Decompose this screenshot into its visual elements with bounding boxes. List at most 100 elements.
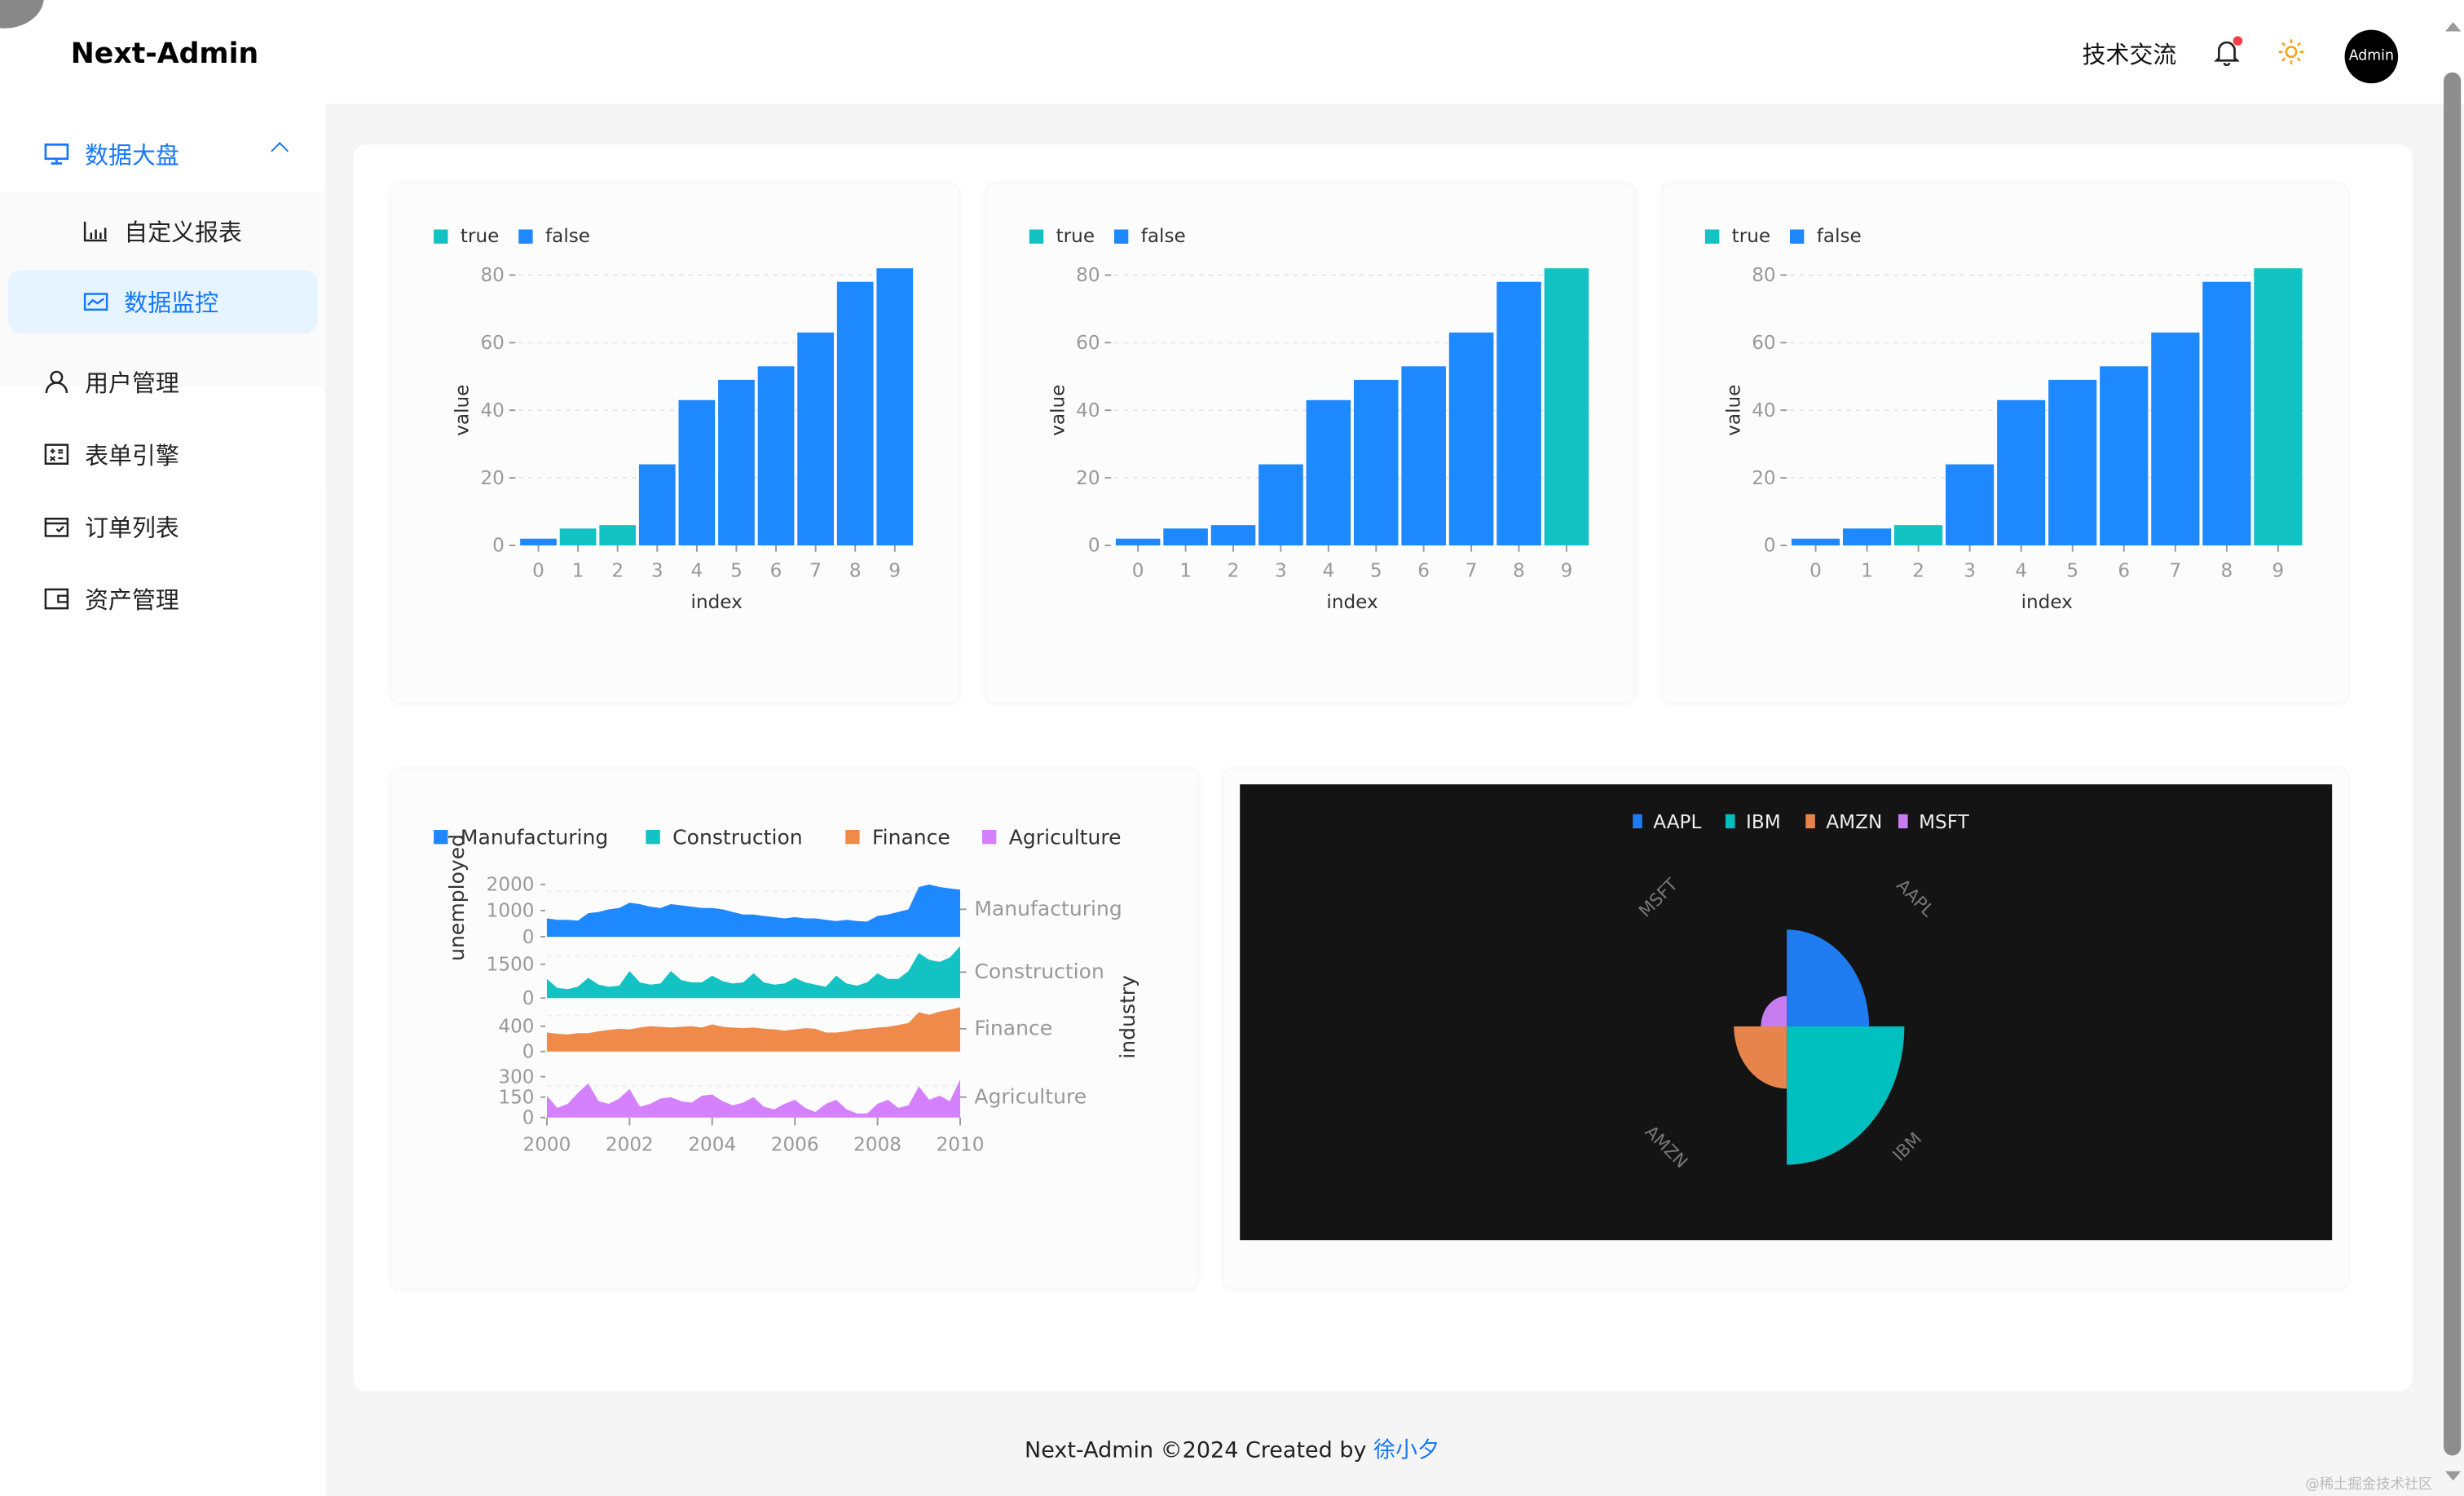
legend-swatch <box>1805 814 1815 829</box>
y-tick-label: 150 <box>498 1087 534 1108</box>
x-tick-label: 3 <box>1275 561 1287 582</box>
monitor-icon <box>44 143 69 165</box>
sidebar: 数据大盘 自定义报表 数据监控 用户管理 表单引擎 订单列表 资产管理 <box>0 104 326 1496</box>
facet-label: Finance <box>974 1017 1052 1040</box>
line-chart-icon <box>83 293 108 311</box>
scrollbar-down-arrow[interactable] <box>2444 1471 2462 1481</box>
top-header: Next-Admin 技术交流 Admin <box>0 0 2464 104</box>
legend-swatch-true <box>1029 229 1044 244</box>
logo[interactable]: Next-Admin <box>70 38 259 71</box>
polar-chart-card: AAPL IBM AMZN MSFT AAPL IBM AMZN MSFT <box>1223 768 2348 1289</box>
rose-sector-amzn <box>1734 1026 1787 1089</box>
x-tick-label: 2000 <box>523 1134 571 1155</box>
area-manufacturing <box>546 884 961 938</box>
bar <box>1258 464 1303 546</box>
x-tick-label: 1 <box>1179 561 1192 582</box>
sidebar-item-dashboard[interactable]: 数据大盘 <box>0 122 325 185</box>
bar <box>599 525 637 546</box>
x-tick-label: 2 <box>1912 561 1924 582</box>
x-tick-label: 4 <box>691 561 703 582</box>
sun-icon[interactable] <box>2278 39 2304 65</box>
y-axis-label: value <box>1723 385 1744 436</box>
y-tick-label: 60 <box>1752 333 1775 354</box>
legend-label: Agriculture <box>1009 825 1122 849</box>
facet-label: Manufacturing <box>974 897 1122 920</box>
bar-chart-icon <box>83 221 108 242</box>
legend-label: MSFT <box>1919 812 1970 833</box>
x-tick-label: 7 <box>2169 561 2181 582</box>
sidebar-item-assets[interactable]: 资产管理 <box>0 567 325 630</box>
x-tick-label: 2008 <box>853 1134 901 1155</box>
x-tick-label: 2002 <box>606 1134 654 1155</box>
y-axis-label: value <box>452 385 474 436</box>
x-tick-label: 5 <box>1370 561 1382 582</box>
bar <box>678 399 716 546</box>
x-tick-label: 2 <box>1228 561 1240 582</box>
facet-label: Construction <box>974 960 1104 983</box>
x-tick-label: 3 <box>651 561 663 582</box>
legend-label: Finance <box>872 825 950 849</box>
bar <box>1163 528 1208 546</box>
sidebar-item-orders[interactable]: 订单列表 <box>0 495 325 558</box>
bar <box>2048 379 2097 546</box>
legend-label-true: true <box>1732 226 1770 247</box>
bar-chart-card-1: true false 0 20 40 60 80 0 1 2 3 4 5 6 7 8 9 index value <box>391 183 959 703</box>
sidebar-item-form-engine[interactable]: 表单引擎 <box>0 423 325 486</box>
x-tick-label: 6 <box>2118 561 2130 582</box>
legend-label-true: true <box>1056 226 1095 247</box>
legend-swatch <box>1898 814 1908 829</box>
x-tick-label: 9 <box>888 561 901 582</box>
x-tick-label: 9 <box>2272 561 2285 582</box>
facet-label: Agriculture <box>974 1084 1087 1108</box>
legend-swatch <box>434 829 448 845</box>
legend-label: AAPL <box>1653 812 1701 833</box>
bar <box>2202 281 2251 546</box>
bar-chart-2: true false 0 20 40 60 80 0 1 2 3 4 5 6 7 8 9 index value <box>1029 226 1591 613</box>
legend-swatch-true <box>434 229 448 244</box>
scrollbar-up-arrow[interactable] <box>2444 21 2462 32</box>
y-tick-label: 300 <box>498 1066 534 1088</box>
tech-exchange-link[interactable]: 技术交流 <box>2082 41 2177 69</box>
bell-icon[interactable] <box>2214 38 2240 66</box>
x-axis-label: index <box>1326 592 1377 613</box>
x-tick-label: 5 <box>2066 561 2078 582</box>
rose-sector-ibm <box>1787 1026 1905 1165</box>
bar <box>1842 528 1892 546</box>
sidebar-item-users[interactable]: 用户管理 <box>0 351 325 413</box>
y-tick-label: 2000 <box>487 875 535 896</box>
legend-swatch <box>646 829 660 845</box>
x-tick-label: 7 <box>809 561 822 582</box>
x-tick-label: 1 <box>1861 561 1873 582</box>
bar <box>559 528 597 546</box>
bar <box>1894 525 1943 546</box>
x-tick-label: 1 <box>572 561 584 582</box>
bar <box>1791 538 1840 546</box>
scrollbar-thumb[interactable] <box>2444 72 2462 1456</box>
author-link[interactable]: 徐小夕 <box>1373 1438 1440 1463</box>
notification-dot <box>2233 36 2243 46</box>
y-tick-label: 80 <box>480 265 504 286</box>
bar <box>1946 464 1995 546</box>
legend-swatch <box>1633 814 1642 829</box>
user-icon <box>45 370 68 394</box>
legend-swatch-true <box>1704 229 1720 244</box>
sidebar-item-custom-report[interactable]: 自定义报表 <box>0 200 325 263</box>
avatar[interactable]: Admin <box>2344 29 2399 84</box>
watermark: @稀土掘金技术社区 <box>2305 1477 2433 1494</box>
bar <box>1401 366 1446 546</box>
bar <box>2151 332 2200 546</box>
x-tick-label: 4 <box>1322 561 1334 582</box>
y-tick-label: 20 <box>1752 468 1775 489</box>
x-tick-label: 2006 <box>771 1134 819 1155</box>
legend-label: AMZN <box>1826 812 1882 833</box>
bar <box>1353 379 1399 546</box>
legend-swatch <box>1725 814 1735 829</box>
corner-decoration <box>0 0 44 29</box>
legend-label-true: true <box>461 226 499 247</box>
sidebar-item-data-monitor[interactable]: 数据监控 <box>7 270 318 333</box>
area-chart-card: Manufacturing Construction Finance Agricult… <box>391 768 1198 1289</box>
y-tick-label: 20 <box>480 468 504 489</box>
chevron-up-icon[interactable] <box>271 142 289 160</box>
bar <box>638 464 676 546</box>
